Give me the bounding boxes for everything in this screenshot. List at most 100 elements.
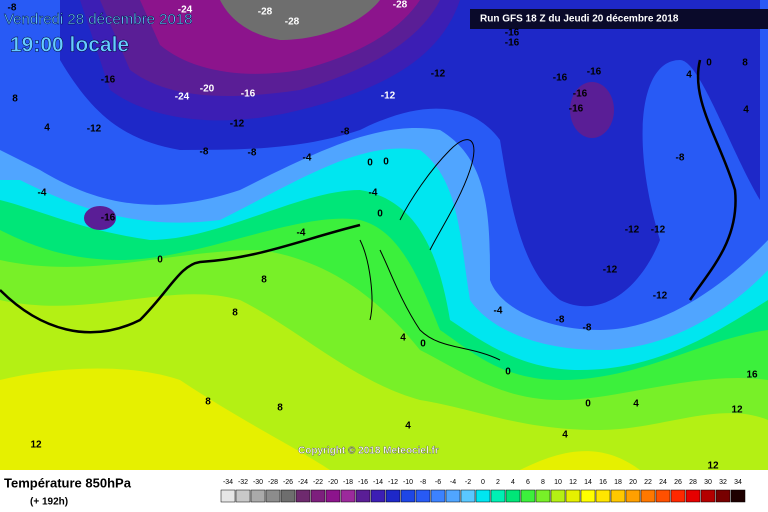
legend-swatch <box>520 489 536 503</box>
contour-label: 4 <box>633 399 639 410</box>
legend-label: 30 <box>704 479 712 486</box>
contour-label: 8 <box>205 397 211 408</box>
legend-label: 20 <box>629 479 637 486</box>
legend-swatch <box>385 489 401 503</box>
legend-label: -12 <box>388 479 398 486</box>
contour-label: -16 <box>505 38 520 49</box>
contour-label: 0 <box>585 399 591 410</box>
contour-label: -20 <box>200 84 215 95</box>
contour-label: -4 <box>303 153 312 164</box>
contour-label: -8 <box>556 315 565 326</box>
contour-label: 4 <box>405 421 411 432</box>
contour-label: 0 <box>367 158 373 169</box>
legend-label: 2 <box>496 479 500 486</box>
legend-label: 12 <box>569 479 577 486</box>
legend-swatch <box>355 489 371 503</box>
legend-label: -26 <box>283 479 293 486</box>
contour-label: 4 <box>562 430 568 441</box>
legend-swatch <box>550 489 566 503</box>
forecast-lead: (+ 192h) <box>30 497 68 508</box>
contour-label: -8 <box>200 147 209 158</box>
contour-label: -12 <box>625 225 640 236</box>
contour-label: -28 <box>258 7 273 18</box>
legend-label: 26 <box>674 479 682 486</box>
legend-label: -16 <box>358 479 368 486</box>
legend-swatch <box>445 489 461 503</box>
legend-swatch <box>400 489 416 503</box>
legend-label: 22 <box>644 479 652 486</box>
contour-label: -12 <box>381 91 396 102</box>
contour-label: 8 <box>261 275 267 286</box>
legend-label: -18 <box>343 479 353 486</box>
legend-label: 14 <box>584 479 592 486</box>
contour-label: -12 <box>87 124 102 135</box>
legend-swatch <box>640 489 656 503</box>
legend-swatch <box>415 489 431 503</box>
contour-label: 0 <box>383 157 389 168</box>
legend-swatch <box>670 489 686 503</box>
contour-label: -12 <box>651 225 666 236</box>
legend-swatch <box>370 489 386 503</box>
contour-label: -28 <box>285 17 300 28</box>
contour-label: -16 <box>569 104 584 115</box>
legend-label: 0 <box>481 479 485 486</box>
contour-label: 8 <box>12 94 18 105</box>
contour-label: 8 <box>742 58 748 69</box>
legend-label: -20 <box>328 479 338 486</box>
contour-label: -8 <box>341 127 350 138</box>
time: 19:00 locale <box>10 34 129 57</box>
legend-label: 32 <box>719 479 727 486</box>
contour-label: 4 <box>400 333 406 344</box>
contour-label: 12 <box>30 440 42 451</box>
legend-label: 6 <box>526 479 530 486</box>
legend-label: -32 <box>238 479 248 486</box>
legend-swatch <box>460 489 476 503</box>
legend-label: -8 <box>420 479 426 486</box>
legend-swatch <box>220 489 236 503</box>
contour-label: 0 <box>505 367 511 378</box>
legend-label: 18 <box>614 479 622 486</box>
contour-label: -28 <box>393 0 408 11</box>
contour-label: 8 <box>232 308 238 319</box>
contour-label: -16 <box>101 75 116 86</box>
contour-label: -8 <box>676 153 685 164</box>
legend-swatch <box>715 489 731 503</box>
contour-label: -12 <box>653 291 668 302</box>
legend-label: -22 <box>313 479 323 486</box>
legend-swatch <box>655 489 671 503</box>
legend-label: 10 <box>554 479 562 486</box>
contour-label: 4 <box>686 70 692 81</box>
contour-label: -4 <box>369 188 378 199</box>
legend-swatch <box>265 489 281 503</box>
contour-label: 0 <box>157 255 163 266</box>
run-box <box>470 9 768 29</box>
legend-swatch <box>700 489 716 503</box>
legend-swatch <box>490 489 506 503</box>
legend-label: -30 <box>253 479 263 486</box>
contour-label: -4 <box>494 306 503 317</box>
contour-label: -16 <box>101 213 116 224</box>
temperature-field <box>0 0 768 470</box>
legend-swatch <box>580 489 596 503</box>
legend-swatch <box>250 489 266 503</box>
legend-label: 34 <box>734 479 742 486</box>
contour-label: 4 <box>44 123 50 134</box>
legend-swatch <box>535 489 551 503</box>
contour-label: -24 <box>178 5 193 16</box>
legend-label: -24 <box>298 479 308 486</box>
contour-label: -4 <box>297 228 306 239</box>
contour-label: -12 <box>230 119 245 130</box>
legend-label: 8 <box>541 479 545 486</box>
legend-label: 4 <box>511 479 515 486</box>
legend-swatch <box>730 489 746 503</box>
legend-swatch <box>280 489 296 503</box>
legend-label: -6 <box>435 479 441 486</box>
contour-label: -8 <box>248 148 257 159</box>
contour-label: -16 <box>573 89 588 100</box>
contour-label: -16 <box>587 67 602 78</box>
run-info: Run GFS 18 Z du Jeudi 20 décembre 2018 <box>480 14 679 25</box>
contour-label: 4 <box>743 105 749 116</box>
contour-label: 0 <box>377 209 383 220</box>
legend-label: -2 <box>465 479 471 486</box>
